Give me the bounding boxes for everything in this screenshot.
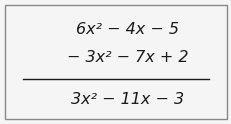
Text: 6x² − 4x − 5: 6x² − 4x − 5 xyxy=(76,22,178,37)
Text: − 3x² − 7x + 2: − 3x² − 7x + 2 xyxy=(67,50,188,64)
FancyBboxPatch shape xyxy=(5,5,226,119)
Text: 3x² − 11x − 3: 3x² − 11x − 3 xyxy=(71,92,183,107)
